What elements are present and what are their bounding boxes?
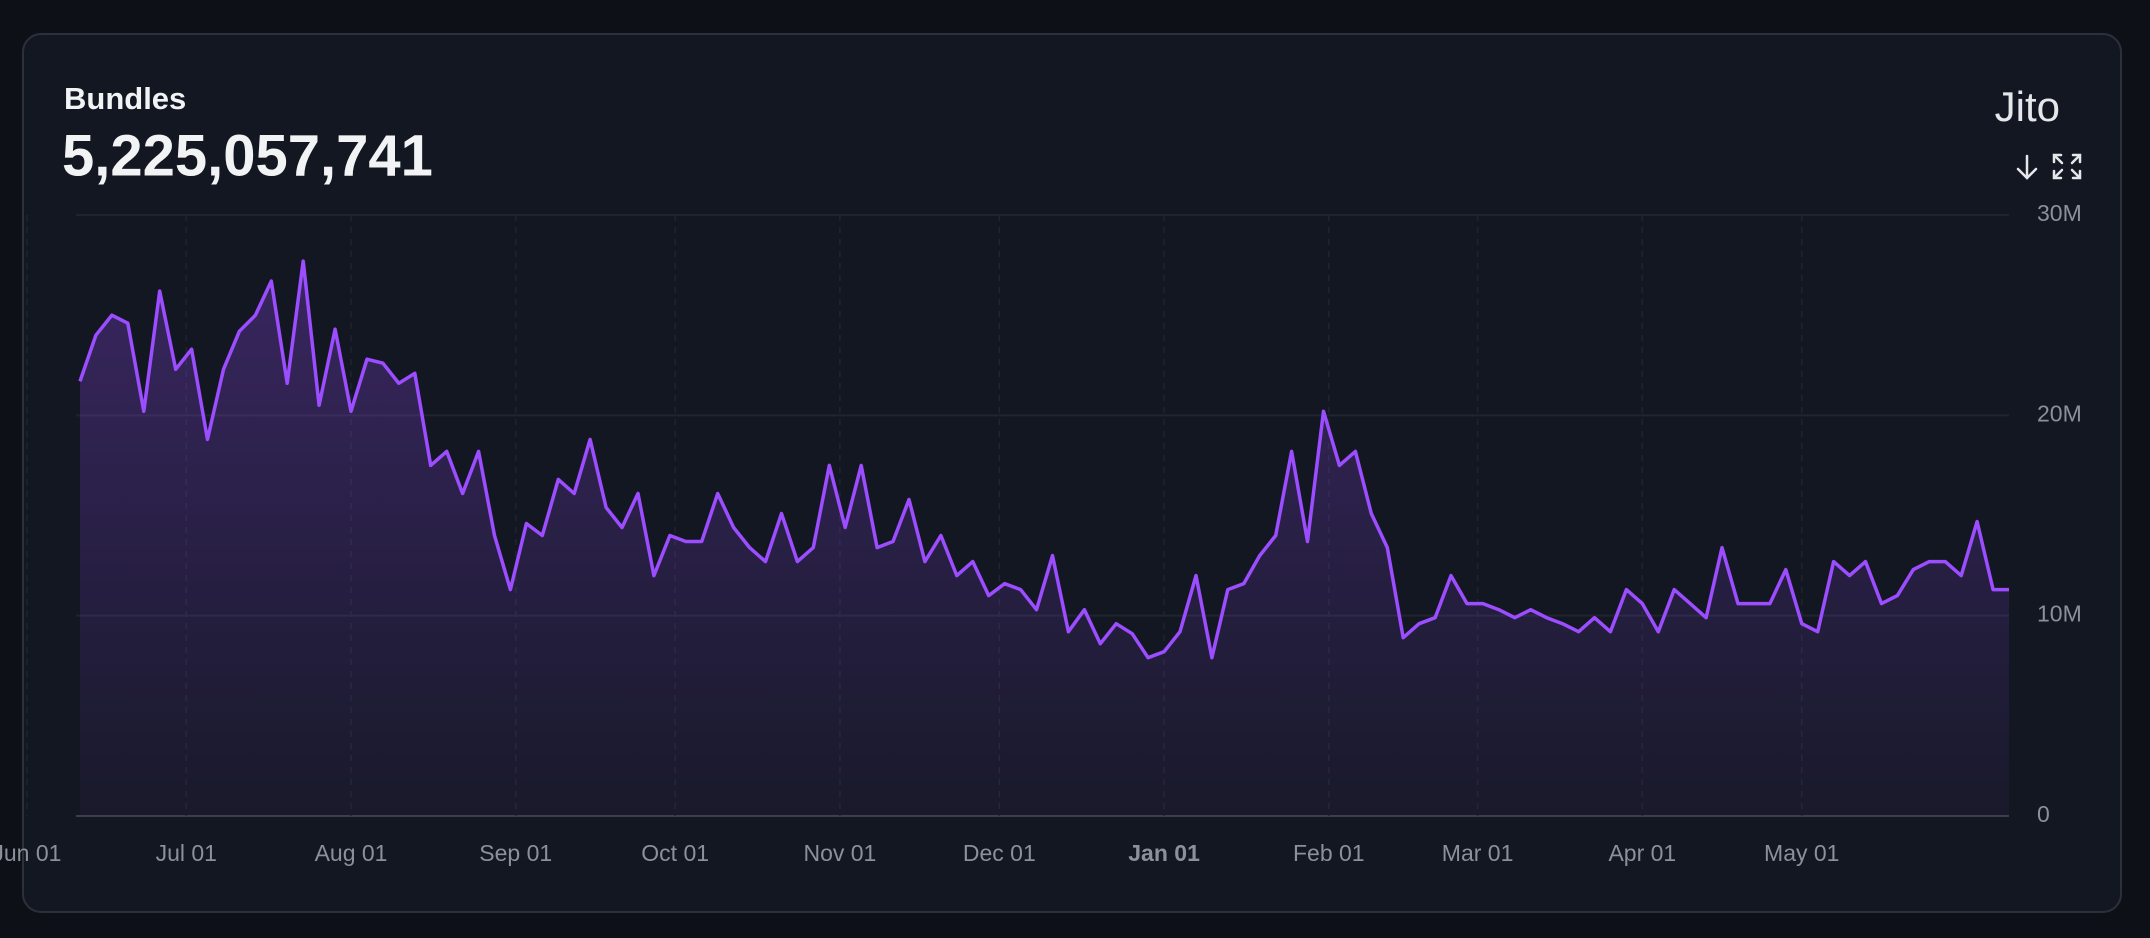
card-title: Bundles bbox=[64, 81, 186, 116]
x-tick-label: Oct 01 bbox=[641, 840, 709, 866]
y-tick-label: 30M bbox=[2037, 200, 2082, 226]
total: 5,225,057,741 bbox=[62, 123, 433, 188]
brand-logo: Jito bbox=[1995, 83, 2060, 130]
y-tick-label: 10M bbox=[2037, 601, 2082, 627]
y-tick-label: 20M bbox=[2037, 400, 2082, 426]
x-tick-label: Apr 01 bbox=[1608, 840, 1676, 866]
x-tick-label: Feb 01 bbox=[1293, 840, 1365, 866]
download-icon[interactable] bbox=[2016, 154, 2038, 180]
x-tick-label: Mar 01 bbox=[1442, 840, 1514, 866]
area bbox=[80, 261, 2009, 817]
line bbox=[78, 259, 2009, 660]
x-tick-label: Jan 01 bbox=[1128, 840, 1200, 866]
x-tick-label: Jun 01 bbox=[0, 840, 61, 866]
x-tick-label: May 01 bbox=[1764, 840, 1839, 866]
x-tick-label: Aug 01 bbox=[315, 840, 388, 866]
x-tick-label: Jul 01 bbox=[156, 840, 217, 866]
x-tick-label: Nov 01 bbox=[803, 840, 876, 866]
expand-icon[interactable] bbox=[2052, 153, 2082, 180]
y-tick-label: 0 bbox=[2037, 801, 2050, 827]
x-tick-label: Dec 01 bbox=[963, 840, 1036, 866]
x-tick-label: Sep 01 bbox=[479, 840, 552, 866]
